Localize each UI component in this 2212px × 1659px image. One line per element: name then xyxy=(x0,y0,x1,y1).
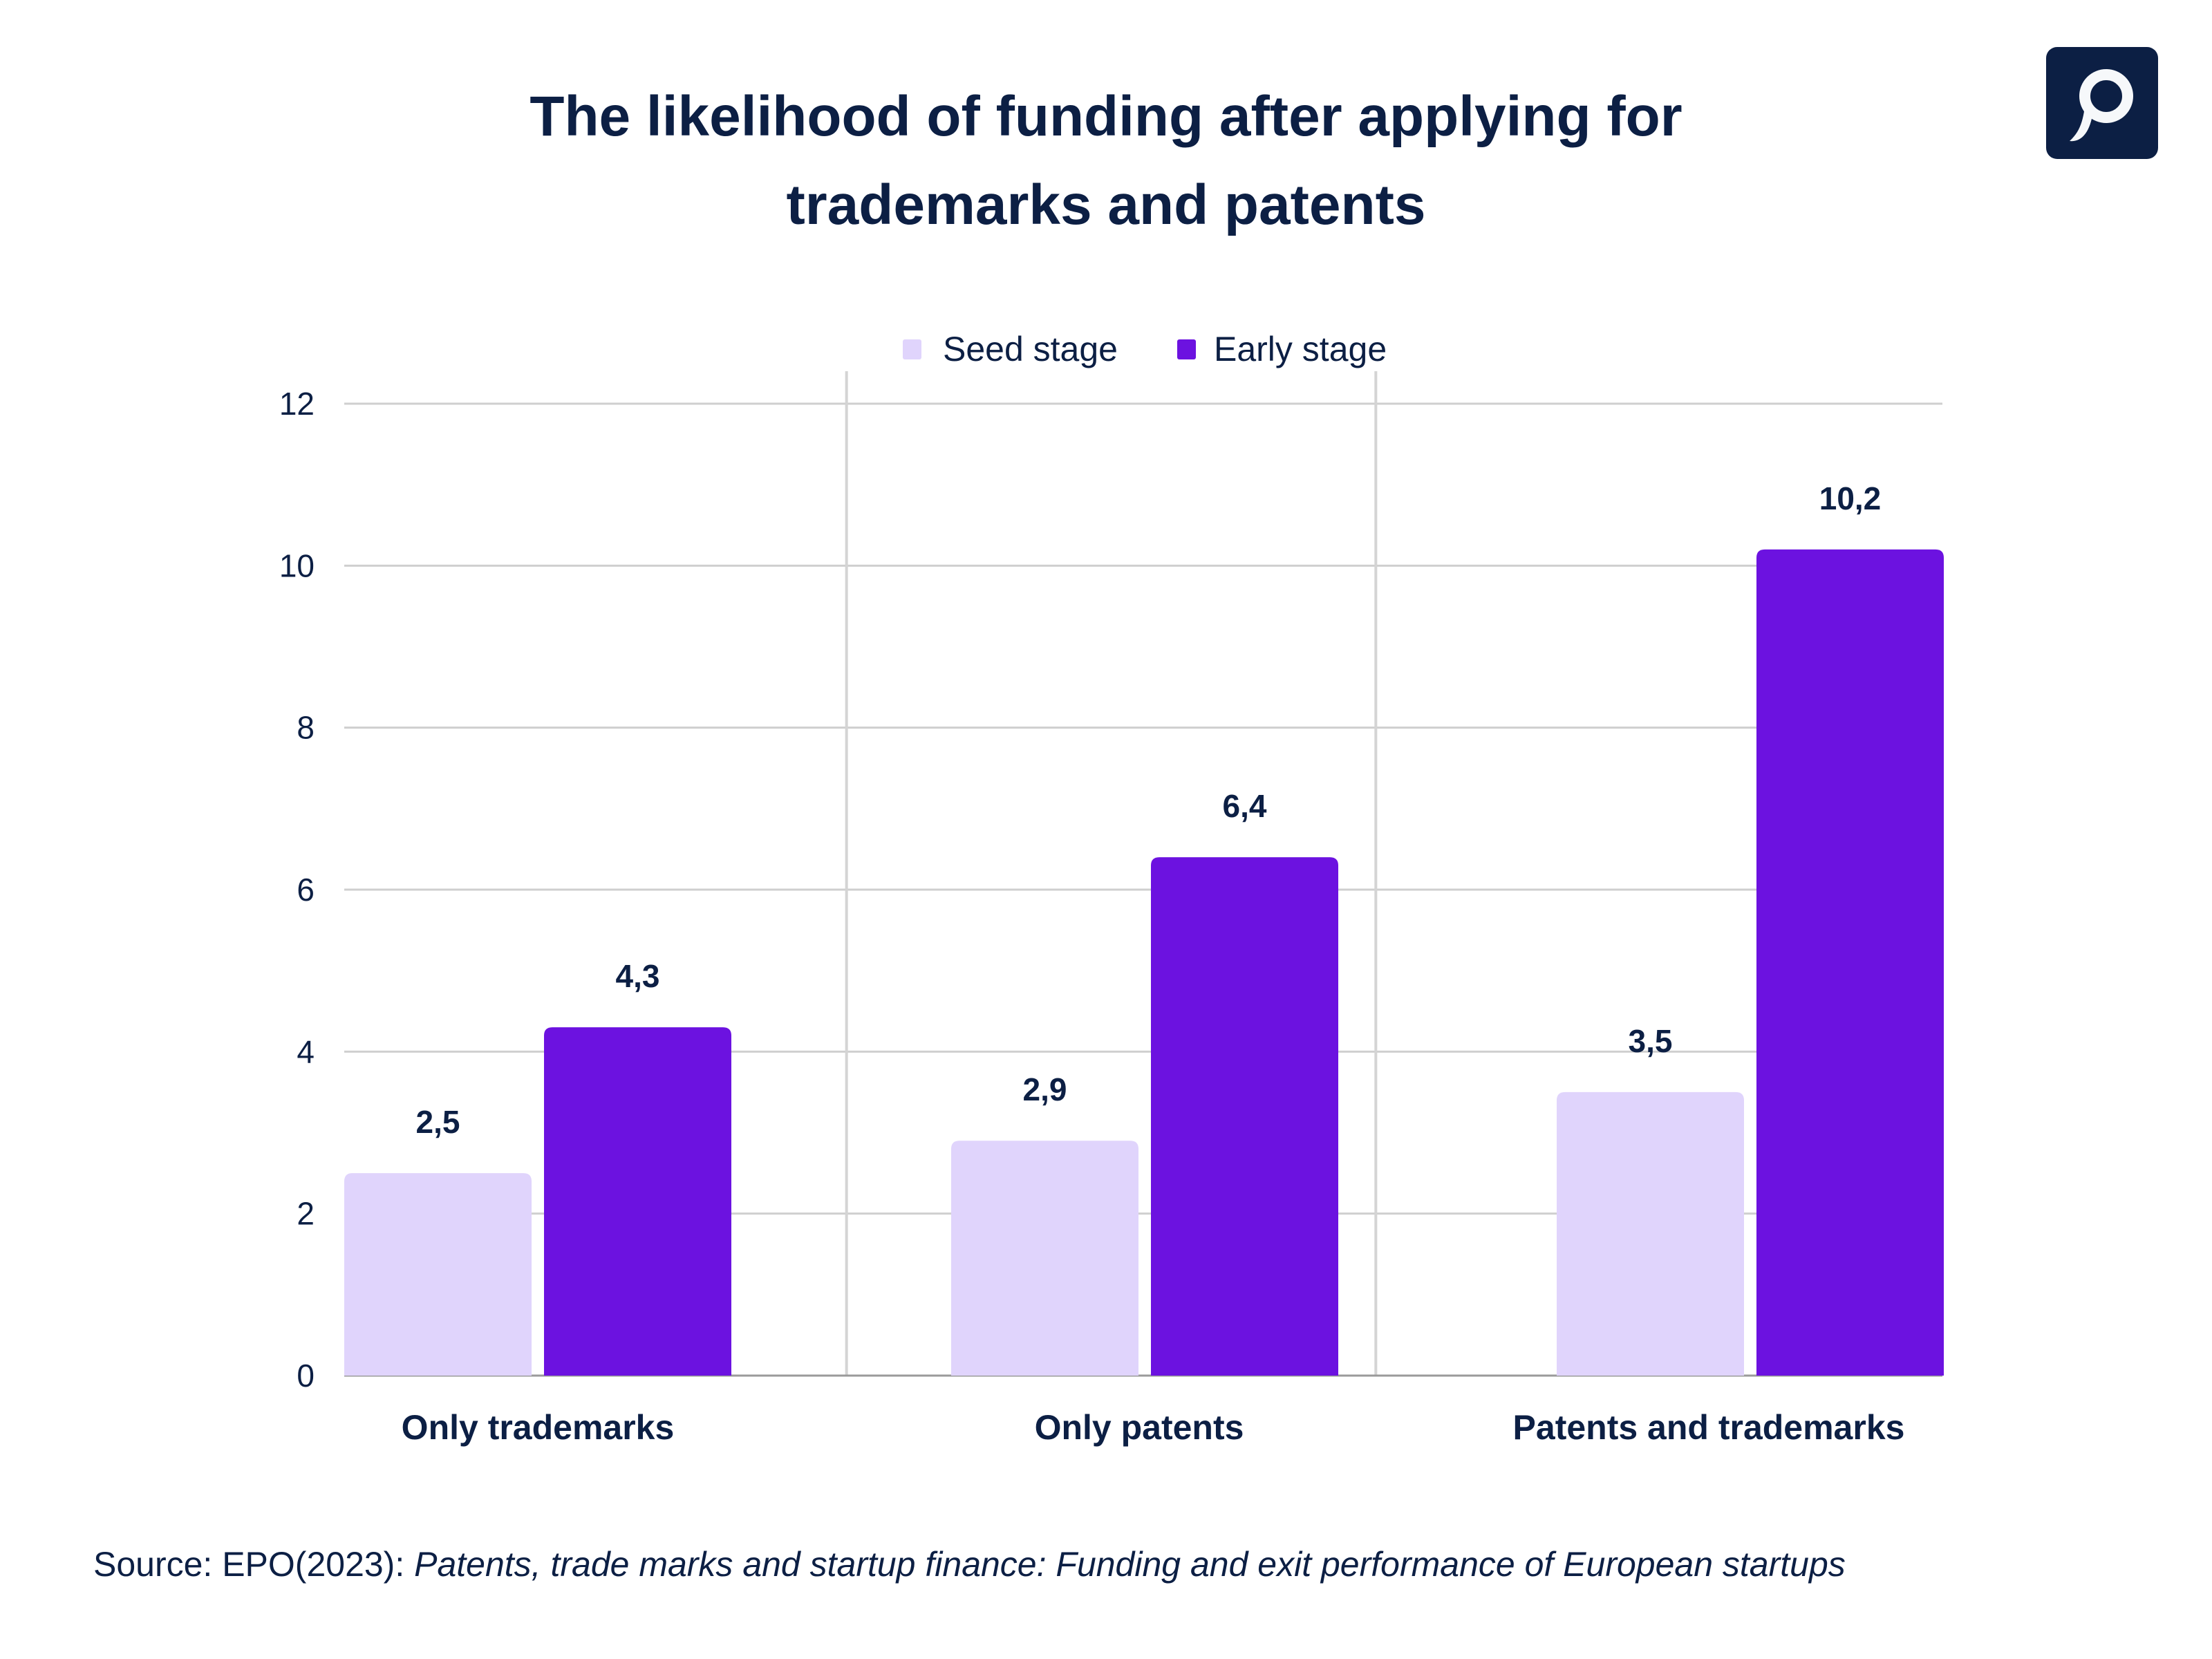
category-label: Only trademarks xyxy=(402,1408,675,1447)
bar-early xyxy=(1151,857,1338,1376)
y-tick-label: 4 xyxy=(297,1033,315,1069)
y-tick-label: 6 xyxy=(297,872,315,908)
y-tick-label: 8 xyxy=(297,710,315,746)
bar-seed xyxy=(1557,1092,1744,1376)
y-tick-label: 12 xyxy=(279,386,315,422)
bar-seed xyxy=(344,1173,532,1376)
source-prefix: Source: EPO(2023): xyxy=(93,1545,414,1584)
data-label: 2,9 xyxy=(1023,1071,1067,1107)
category-label: Only patents xyxy=(1035,1408,1244,1447)
y-tick-label: 10 xyxy=(279,547,315,583)
data-label: 4,3 xyxy=(616,958,660,994)
source-note: Source: EPO(2023): Patents, trade marks … xyxy=(93,1540,1846,1588)
data-label: 2,5 xyxy=(416,1104,460,1140)
data-label: 3,5 xyxy=(1629,1023,1673,1059)
source-title: Patents, trade marks and startup finance… xyxy=(414,1545,1846,1584)
category-label: Patents and trademarks xyxy=(1513,1408,1905,1447)
data-label: 10,2 xyxy=(1819,480,1882,516)
y-tick-label: 2 xyxy=(297,1196,315,1232)
bar-early xyxy=(544,1027,731,1376)
bar-seed xyxy=(951,1141,1138,1376)
data-label: 6,4 xyxy=(1223,788,1267,824)
y-tick-label: 0 xyxy=(297,1358,315,1394)
bar-early xyxy=(1756,550,1944,1376)
